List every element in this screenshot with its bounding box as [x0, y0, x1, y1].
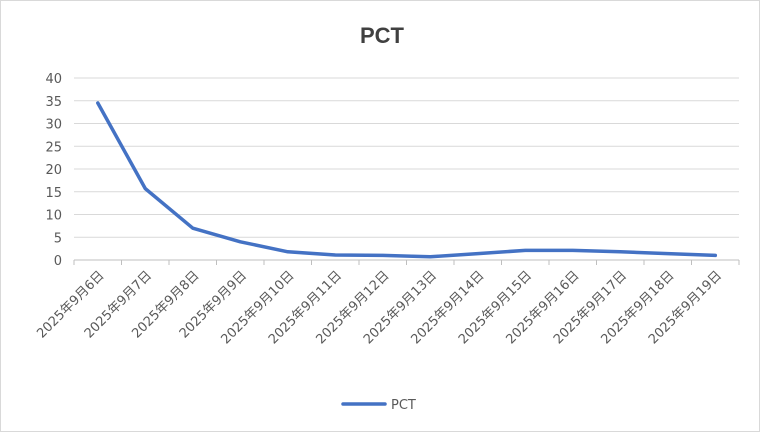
gridlines — [74, 77, 739, 238]
data-point — [286, 250, 289, 253]
data-point — [476, 252, 479, 255]
y-tick-label: 30 — [45, 118, 62, 133]
data-point — [524, 249, 527, 252]
data-point — [96, 102, 99, 105]
legend: PCT — [341, 398, 416, 413]
data-point — [571, 249, 574, 252]
data-point — [714, 254, 717, 257]
y-tick-label: 40 — [45, 72, 62, 87]
data-point — [619, 250, 622, 253]
data-point — [334, 253, 337, 256]
y-tick-label: 0 — [54, 254, 62, 269]
data-point — [191, 227, 194, 230]
data-point — [381, 254, 384, 257]
x-axis-ticks: 2025年9月6日2025年9月7日2025年9月8日2025年9月9日2025… — [34, 268, 725, 347]
data-point — [239, 240, 242, 243]
y-tick-label: 10 — [45, 209, 62, 224]
y-tick-label: 25 — [45, 140, 62, 155]
series-line-pct — [96, 101, 718, 259]
y-axis-ticks: 0 5 10 15 20 25 30 35 40 — [45, 72, 62, 269]
data-point — [429, 255, 432, 258]
data-point — [144, 187, 147, 190]
y-tick-label: 35 — [45, 95, 62, 110]
y-tick-label: 5 — [54, 231, 62, 246]
legend-label: PCT — [391, 398, 416, 413]
y-tick-label: 15 — [45, 186, 62, 201]
x-axis — [73, 259, 740, 265]
data-point — [666, 252, 669, 255]
y-tick-label: 20 — [45, 163, 62, 178]
series-layer — [96, 101, 718, 259]
chart-title: PCT — [360, 23, 405, 48]
